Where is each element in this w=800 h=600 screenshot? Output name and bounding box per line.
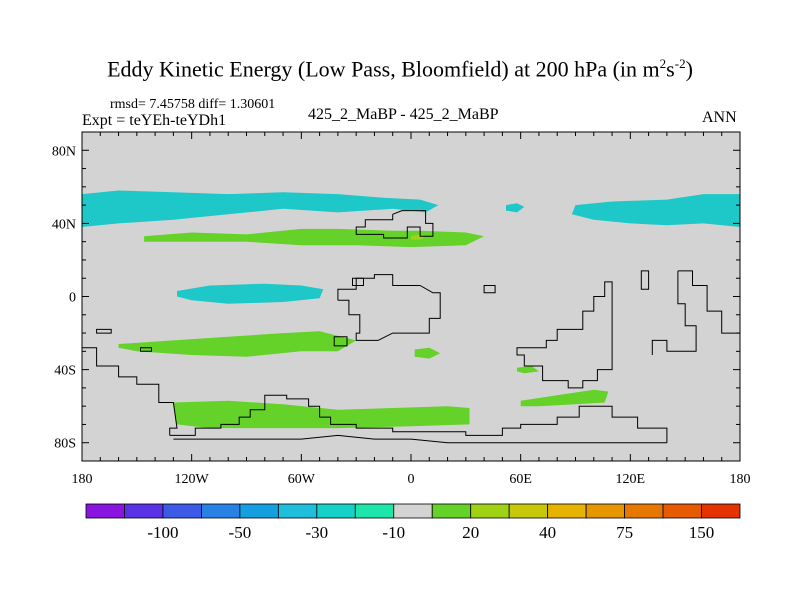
coastline-11 [516, 281, 613, 389]
field-region-6 [177, 283, 324, 304]
coastline-14 [651, 270, 697, 355]
coastline-6 [140, 347, 152, 352]
colorbar-box [354, 503, 395, 519]
coastline-7 [82, 347, 178, 436]
coastline-1 [355, 210, 434, 239]
title-sup2: -2 [674, 56, 686, 71]
x-tick-label: 180 [730, 472, 751, 487]
season-label: ANN [702, 109, 737, 126]
colorbar-box [316, 503, 356, 519]
colorbar-box [470, 503, 510, 519]
colorbar-box [277, 503, 318, 519]
colorbar-box [85, 503, 125, 519]
colorbar-label: -50 [229, 523, 252, 542]
colorbar-label: 40 [539, 523, 556, 542]
coastline-8 [169, 394, 668, 443]
coastline-13 [677, 270, 740, 334]
chart-title: Eddy Kinetic Energy (Low Pass, Bloomfiel… [0, 56, 800, 82]
field-region-10 [173, 400, 470, 429]
x-tick-label: 180 [72, 472, 93, 487]
colorbar-label: 150 [689, 523, 715, 542]
field-region-11 [520, 389, 609, 407]
colorbar-box [624, 503, 664, 519]
coastline-12 [640, 270, 650, 290]
x-tick-label: 60W [288, 472, 316, 487]
x-tick-label: 0 [408, 472, 415, 487]
coastline-5 [96, 328, 112, 334]
colorbar-label: 20 [462, 523, 479, 542]
x-tick-label: 120E [616, 472, 646, 487]
coastline-9 [173, 434, 667, 444]
coastline-4 [333, 336, 348, 347]
coastline-10 [483, 285, 496, 294]
y-tick-label: 40S [54, 364, 76, 379]
colorbar-box [508, 503, 549, 519]
colorbar-label: -10 [382, 523, 405, 542]
colorbar-box [701, 503, 741, 519]
colorbar-label: 75 [616, 523, 633, 542]
field-region-1 [82, 190, 439, 227]
field-region-7 [118, 331, 357, 357]
x-tick-label: 120W [175, 472, 210, 487]
field-region-9 [517, 366, 539, 374]
colorbar-box [547, 503, 587, 519]
colorbar: -100 -50 -30 -10 20 40 75 150 [85, 503, 741, 542]
field-region-4 [144, 228, 485, 248]
axis-ticks: 180 120W 60W 0 60E 120E 180 80N 40N 0 40S 80S [52, 131, 751, 487]
field-regions [82, 190, 740, 429]
title-end: ) [685, 56, 693, 82]
case-label: 425_2_MaBP - 425_2_MaBP [308, 106, 499, 123]
y-tick-label: 80N [52, 144, 76, 159]
y-tick-label: 80S [54, 437, 76, 452]
field-region-8 [414, 347, 441, 359]
colorbar-box [124, 503, 164, 519]
y-tick-label: 40N [52, 217, 76, 232]
coastlines [82, 210, 740, 444]
title-mid: s [666, 56, 675, 82]
colorbar-box [585, 503, 625, 519]
field-region-2 [571, 194, 740, 227]
colorbar-box [393, 503, 433, 519]
title-sup1: 2 [659, 56, 667, 71]
colorbar-label: -100 [147, 523, 178, 542]
field-region-3 [506, 203, 525, 213]
colorbar-label: -30 [305, 523, 328, 542]
coastline-3 [337, 274, 441, 341]
colorbar-box [431, 503, 472, 519]
stats-label: rmsd= 7.45758 diff= 1.30601 [110, 97, 276, 112]
experiment-label: Expt = teYEh-teYDh1 [82, 112, 227, 129]
title-main: Eddy Kinetic Energy (Low Pass, Bloomfiel… [107, 56, 660, 82]
y-tick-label: 0 [69, 291, 76, 306]
colorbar-box [201, 503, 241, 519]
colorbar-box [239, 503, 279, 519]
x-tick-label: 60E [509, 472, 532, 487]
colorbar-box [662, 503, 702, 519]
colorbar-box [162, 503, 202, 519]
